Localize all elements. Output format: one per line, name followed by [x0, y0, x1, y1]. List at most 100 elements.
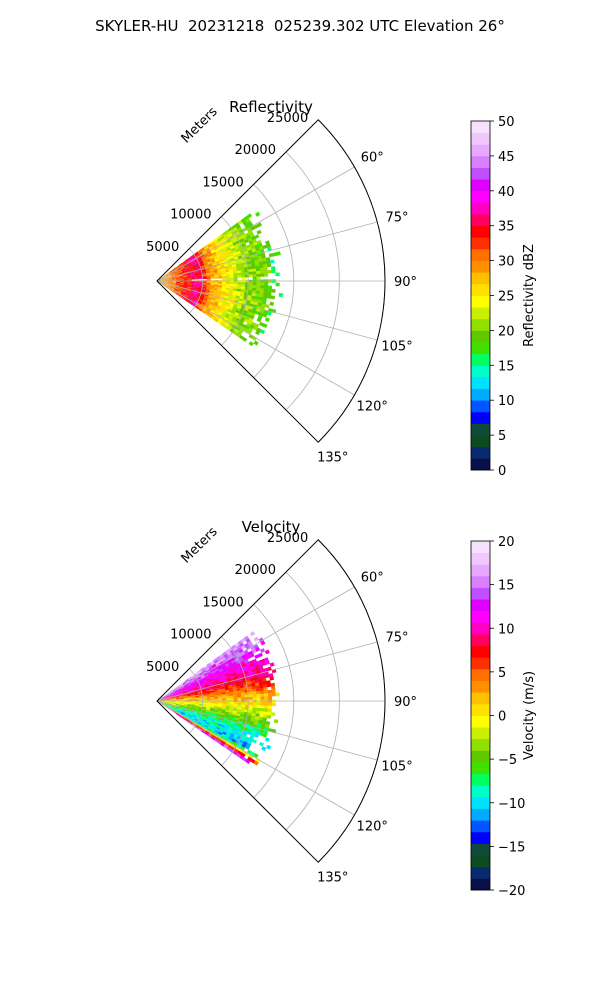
radar-cell	[237, 698, 241, 701]
radar-cell	[180, 280, 184, 281]
radar-cell	[230, 282, 234, 284]
radar-cell	[260, 271, 264, 275]
radar-cell	[249, 272, 253, 275]
radar-cell	[214, 698, 218, 700]
radar-cell	[203, 278, 207, 280]
radar-cell	[222, 696, 226, 698]
colorbar-tick-label: 35	[498, 220, 515, 235]
radar-cell	[237, 695, 241, 698]
colorbar-tick-label: 30	[498, 255, 515, 270]
radar-cell	[230, 702, 234, 704]
colorbar-tick-label: 45	[498, 150, 515, 165]
theta-tick-label: 120°	[357, 399, 388, 414]
radar-cell	[218, 696, 222, 698]
colorbar-swatch	[471, 354, 490, 366]
colorbar-swatch	[471, 704, 490, 716]
radar-cell	[237, 282, 241, 285]
colorbar-swatch	[471, 342, 490, 354]
colorbar-swatch	[471, 855, 490, 867]
radar-cell	[249, 285, 253, 288]
radar-cell	[274, 719, 279, 723]
radar-cell	[253, 694, 257, 697]
radar-cell	[237, 273, 241, 276]
colorbar-swatch	[471, 284, 490, 296]
colorbar-swatch	[471, 330, 490, 342]
radar-cell	[256, 705, 260, 708]
radar-cell	[255, 212, 260, 217]
radar-cell	[260, 648, 265, 653]
radar-cell	[222, 702, 226, 704]
radar-cell	[257, 282, 261, 285]
colorbar-swatch	[471, 564, 490, 576]
colorbar-swatch	[471, 634, 490, 646]
radar-cell	[211, 699, 215, 701]
radar-cell	[252, 691, 256, 694]
colorbar-swatch	[471, 121, 490, 133]
radar-cell	[214, 282, 218, 284]
radar-cell	[218, 702, 222, 704]
radar-cell	[222, 276, 226, 278]
colorbar-swatch	[471, 797, 490, 809]
radar-cell	[272, 703, 276, 707]
radar-cell	[230, 284, 234, 287]
radar-cell	[264, 693, 268, 697]
radar-cell	[226, 282, 230, 284]
radar-cell	[268, 693, 272, 697]
radar-cell	[226, 278, 230, 280]
radar-cell	[195, 282, 199, 283]
radar-cell	[257, 697, 261, 700]
radar-cell	[207, 283, 211, 285]
colorbar-swatch	[471, 809, 490, 821]
radar-cell	[252, 269, 256, 272]
radar-cell	[230, 698, 234, 700]
radar-cell	[271, 689, 275, 693]
theta-tick-label: 105°	[381, 759, 412, 774]
radar-cell	[260, 702, 264, 705]
radar-cell	[260, 282, 264, 285]
radar-cell	[226, 698, 230, 700]
radar-cell	[257, 230, 262, 235]
colorbar-swatch	[471, 296, 490, 308]
radar-cell	[233, 693, 237, 696]
radar-cell	[256, 271, 260, 274]
colorbar-swatch	[471, 843, 490, 855]
theta-tick-label: 105°	[381, 339, 412, 354]
colorbar-swatch	[471, 156, 490, 168]
radar-cell	[264, 706, 268, 710]
colorbar-swatch	[471, 400, 490, 412]
colorbar-swatch	[471, 657, 490, 669]
radar-cell	[207, 282, 211, 284]
radar-cell	[249, 697, 253, 700]
radar-cell	[222, 698, 226, 700]
colorbar-swatch	[471, 307, 490, 319]
radar-cell	[234, 278, 238, 281]
r-tick-label: 10000	[170, 628, 211, 643]
radar-cell	[241, 285, 245, 288]
colorbar-swatch	[471, 727, 490, 739]
radar-cell	[207, 697, 211, 699]
figure-title: SKYLER-HU 20231218 025239.302 UTC Elevat…	[0, 17, 600, 35]
radar-cell	[237, 704, 241, 707]
theta-tick-label: 75°	[386, 211, 409, 226]
radar-cell	[253, 274, 257, 277]
colorbar-swatch	[471, 878, 490, 890]
radar-cell	[253, 285, 257, 288]
colorbar-swatch	[471, 249, 490, 261]
radar-cell	[207, 702, 211, 704]
radar-cell	[233, 275, 237, 278]
radar-cell	[249, 274, 253, 277]
radar-cell	[234, 702, 238, 704]
radar-cell	[218, 698, 222, 700]
colorbar-swatch	[471, 867, 490, 879]
radar-cell	[207, 277, 211, 279]
colorbar-swatch	[471, 226, 490, 238]
radar-cell	[269, 302, 274, 306]
radar-cell	[260, 694, 264, 697]
radar-cell	[250, 631, 255, 636]
radar-cell	[241, 270, 245, 273]
radar-cell	[257, 702, 261, 705]
radar-cell	[268, 286, 272, 290]
colorbar-swatch	[471, 272, 490, 284]
